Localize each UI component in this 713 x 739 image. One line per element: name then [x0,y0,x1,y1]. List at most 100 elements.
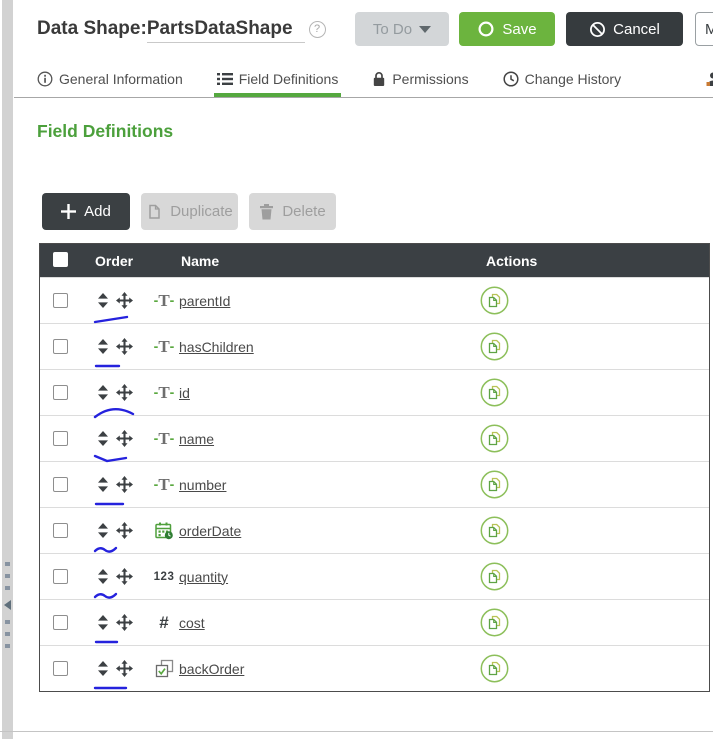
splitter-dot [5,620,10,624]
number-type-icon: # [159,612,169,632]
drag-move-handle[interactable] [116,384,133,401]
field-name-link[interactable]: parentId [179,292,231,309]
reorder-up-down-control[interactable] [97,660,109,677]
ink-annotation [94,364,121,368]
reorder-up-down-control[interactable] [97,338,109,355]
drag-move-handle[interactable] [116,568,133,585]
tab-general-information[interactable]: General Information [37,60,183,97]
add-label: Add [84,203,111,220]
drag-move-handle[interactable] [116,338,133,355]
list-icon [216,72,233,86]
add-field-button[interactable]: Add [42,193,130,230]
todo-dropdown-button[interactable]: To Do [355,12,449,46]
table-row: - T - hasChildren [40,323,709,369]
string-type-icon: -T- [153,383,175,402]
delete-button[interactable]: Delete [249,193,336,230]
ink-annotation [93,546,118,553]
left-panel-splitter[interactable] [2,0,13,739]
row-checkbox[interactable] [53,431,68,446]
reorder-up-down-control[interactable] [97,384,109,401]
tab-permissions[interactable]: Permissions [372,60,469,97]
tab-field-definitions[interactable]: Field Definitions [213,60,342,97]
entity-type-label: Data Shape: [37,18,147,39]
field-name-link[interactable]: cost [179,614,205,631]
field-name-link[interactable]: backOrder [179,660,245,677]
cancel-label: Cancel [613,20,660,38]
row-checkbox[interactable] [53,523,68,538]
tab-label: Permissions [392,70,469,87]
field-name-link[interactable]: number [179,476,227,493]
tab-label: Field Definitions [238,70,339,87]
row-checkbox[interactable] [53,477,68,492]
field-name-link[interactable]: name [179,430,215,447]
row-checkbox[interactable] [53,385,68,400]
clock-icon [503,70,519,87]
duplicate-field-button[interactable] [480,654,509,683]
cancel-button[interactable]: Cancel [566,12,683,46]
select-all-checkbox[interactable] [53,251,68,267]
duplicate-field-button[interactable] [480,516,509,545]
field-name-link[interactable]: orderDate [179,522,242,539]
datetime-type-icon [151,522,177,540]
splitter-handle[interactable] [2,562,13,648]
table-row: - T - name [40,415,709,463]
ink-annotation [94,640,119,644]
reorder-up-down-control[interactable] [97,430,109,447]
duplicate-field-button[interactable] [480,332,509,361]
duplicate-button[interactable]: Duplicate [141,193,238,230]
tab-label: Change History [524,70,622,87]
row-checkbox[interactable] [53,569,68,584]
collapse-left-arrow-icon[interactable] [4,600,11,610]
todo-label: To Do [372,20,413,38]
duplicate-field-button[interactable] [480,608,509,637]
splitter-dot [5,632,10,636]
row-checkbox[interactable] [53,293,68,308]
field-name-link[interactable]: quantity [179,568,229,585]
page-title: Data Shape:PartsDataShape? [37,18,326,43]
tab-entity[interactable] [704,60,713,97]
ink-annotation [94,502,125,506]
duplicate-field-button[interactable] [480,470,509,499]
drag-move-handle[interactable] [116,522,133,539]
save-button[interactable]: Save [459,12,555,46]
column-header-name: Name [181,252,220,269]
drag-move-handle[interactable] [116,614,133,631]
row-checkbox[interactable] [53,339,68,354]
section-title: Field Definitions [37,121,174,141]
boolean-type-icon [151,659,177,678]
drag-move-handle[interactable] [116,292,133,309]
reorder-up-down-control[interactable] [97,476,109,493]
drag-move-handle[interactable] [116,430,133,447]
column-header-actions: Actions [486,252,538,269]
duplicate-field-button[interactable] [480,424,509,453]
splitter-dot [5,586,10,590]
bottom-divider [0,731,713,732]
duplicate-field-button[interactable] [480,562,509,591]
delete-label: Delete [282,203,326,220]
reorder-up-down-control[interactable] [97,568,109,585]
row-checkbox[interactable] [53,661,68,676]
help-icon[interactable]: ? [308,20,326,38]
save-label: Save [502,20,537,38]
more-button[interactable]: M [695,12,713,46]
reorder-up-down-control[interactable] [97,614,109,631]
ink-annotation [93,454,128,463]
info-icon [37,71,53,87]
table-row: - T - parentId [40,277,709,324]
row-checkbox[interactable] [53,615,68,630]
drag-move-handle[interactable] [116,660,133,677]
field-name-link[interactable]: id [179,384,190,401]
entity-name[interactable]: PartsDataShape [146,18,305,43]
chevron-down-icon [419,25,432,33]
tab-change-history[interactable]: Change History [503,60,622,97]
drag-move-handle[interactable] [116,476,133,493]
field-name-link[interactable]: hasChildren [179,338,254,355]
ink-annotation [93,408,135,419]
duplicate-field-button[interactable] [480,286,509,315]
reorder-up-down-control[interactable] [97,292,109,309]
string-type-icon: -T- [153,429,175,448]
reorder-up-down-control[interactable] [97,522,109,539]
more-label: M [705,20,713,38]
duplicate-field-button[interactable] [480,378,509,407]
